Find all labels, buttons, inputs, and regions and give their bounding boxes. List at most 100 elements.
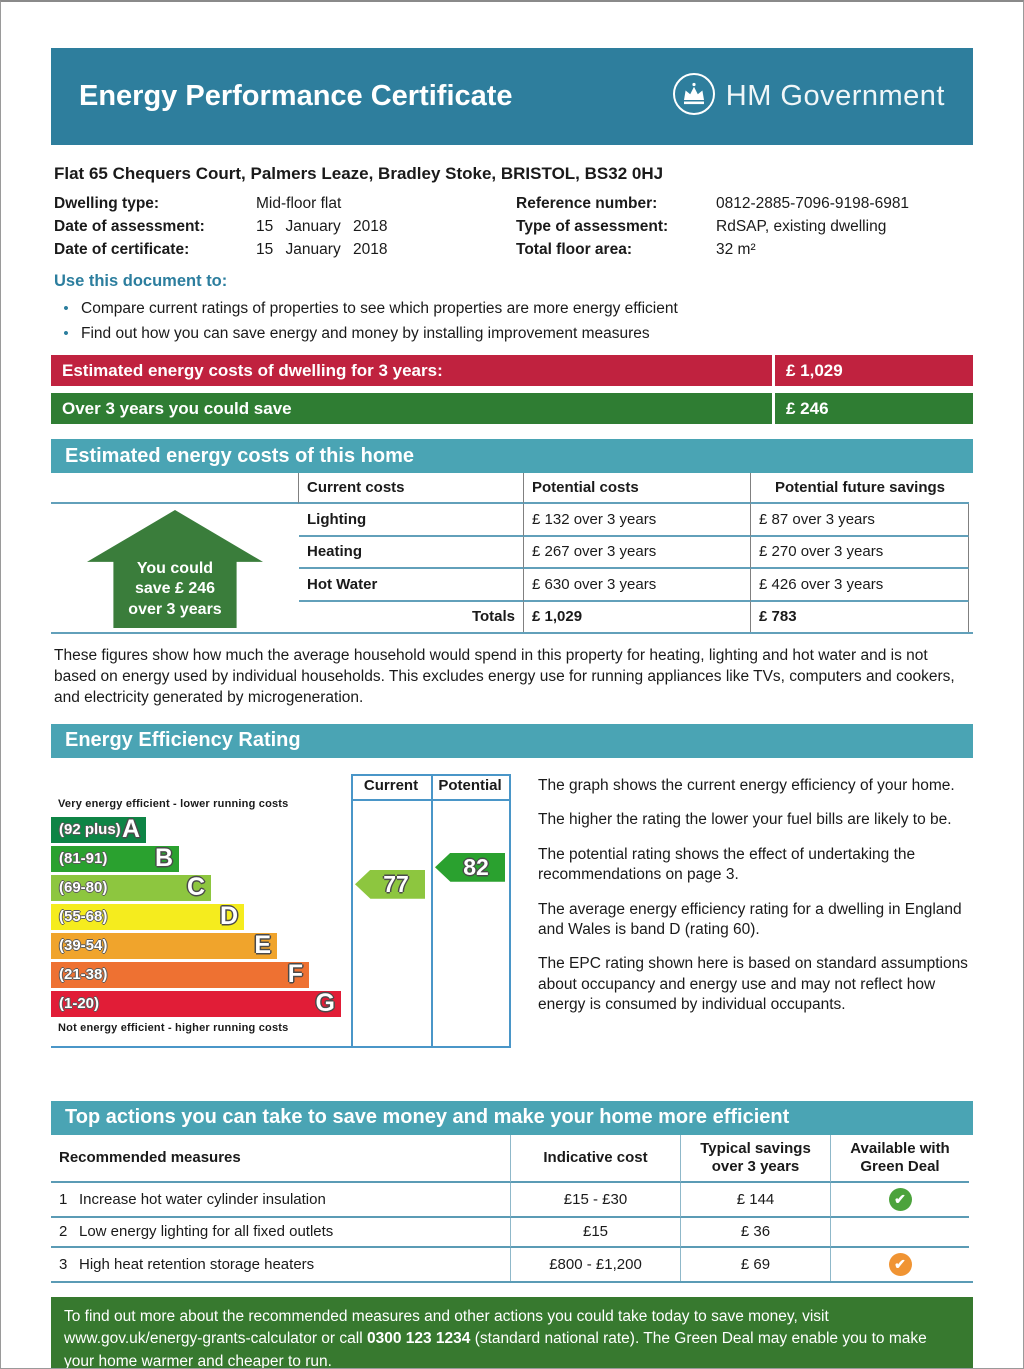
detail-value: RdSAP, existing dwelling — [716, 218, 887, 235]
savings-house-line: You could — [136, 559, 214, 577]
savings-house-arrow: You could save £ 246 over 3 years — [87, 510, 263, 628]
band-d: (55-68) D — [51, 902, 244, 931]
band-range: (92 plus) — [59, 821, 121, 839]
chart-column-line — [431, 773, 433, 1046]
details-right-column: Reference number: 0812-2885-7096-9198-69… — [516, 195, 909, 259]
header-banner: Energy Performance Certificate HM Govern… — [51, 48, 973, 145]
actions-header-green-deal: Available with Green Deal — [831, 1135, 969, 1183]
footer-text: (standard national rate). The Green Deal… — [64, 1330, 927, 1369]
actions-header-savings: Typical savings over 3 years — [681, 1134, 831, 1183]
action-row-number: 1 — [59, 1190, 68, 1208]
hm-government-logo: HM Government — [671, 71, 945, 122]
bullet-text: Compare current ratings of properties to… — [81, 300, 678, 317]
detail-reference-number: Reference number: 0812-2885-7096-9198-69… — [516, 195, 909, 213]
action-row-savings: £ 144 — [681, 1182, 831, 1218]
band-range: (39-54) — [59, 937, 108, 955]
detail-label: Reference number: — [516, 195, 658, 212]
costs-totals-label: Totals — [299, 601, 524, 632]
actions-header-cost: Indicative cost — [511, 1134, 681, 1183]
costs-section-banner: Estimated energy costs of this home — [51, 439, 973, 473]
orange-check-icon: ✔ — [888, 1252, 912, 1276]
band-range: (55-68) — [59, 908, 108, 926]
current-rating-arrow: 77 — [355, 869, 425, 899]
bullet-icon: • — [63, 325, 69, 342]
action-row-number: 3 — [59, 1255, 68, 1273]
band-g: (1-20) G — [51, 989, 341, 1018]
chart-frame-line — [351, 798, 511, 801]
energy-rating-chart: Current Potential Very energy efficient … — [51, 773, 511, 1052]
action-measure-text: Increase hot water cylinder insulation — [79, 1190, 326, 1208]
bullet-item: • Find out how you can save energy and m… — [51, 325, 973, 343]
action-measure-text: High heat retention storage heaters — [79, 1255, 315, 1273]
action-row-cost: £15 — [511, 1217, 681, 1248]
band-b: (81-91) B — [51, 845, 179, 872]
actions-header-measures: Recommended measures — [51, 1134, 511, 1183]
costs-row-heating-label: Heating — [299, 536, 524, 569]
costs-header-potential: Potential costs — [524, 473, 751, 504]
top-actions-banner: Top actions you can take to save money a… — [51, 1100, 973, 1135]
details-left-column: Dwelling type: Mid-floor flat Date of as… — [54, 195, 516, 259]
action-row-savings: £ 36 — [681, 1217, 831, 1248]
savings-house-text: You could save £ 246 over 3 years — [87, 559, 263, 628]
banner-value: £ 1,029 — [775, 355, 973, 386]
detail-label: Type of assessment: — [516, 218, 669, 235]
action-measure-text: Low energy lighting for all fixed outlet… — [79, 1223, 334, 1241]
chart-column-line — [509, 773, 511, 1046]
use-document-bullets: • Compare current ratings of properties … — [51, 300, 973, 343]
band-letter: F — [287, 960, 303, 989]
eer-paragraph: The graph shows the current energy effic… — [538, 776, 955, 794]
action-row-green-deal: ✔ — [831, 1248, 969, 1281]
band-letter: G — [315, 989, 335, 1018]
action-row-cost: £800 - £1,200 — [511, 1247, 681, 1281]
chart-column-line — [351, 773, 353, 1046]
banner-value: £ 246 — [775, 393, 973, 424]
detail-value: 32 m² — [716, 241, 756, 258]
costs-row-lighting-label: Lighting — [299, 504, 524, 537]
chart-frame-line — [351, 773, 511, 776]
costs-row-lighting-potential: £ 87 over 3 years — [751, 504, 969, 537]
band-range: (81-91) — [59, 850, 108, 868]
eer-content: Current Potential Very energy efficient … — [51, 773, 973, 1052]
detail-label: Date of assessment: — [54, 218, 205, 235]
document-title: Energy Performance Certificate — [79, 80, 513, 112]
detail-value: 15 January 2018 — [256, 218, 388, 235]
costs-header-savings: Potential future savings — [751, 473, 969, 504]
detail-label: Date of certificate: — [54, 241, 190, 258]
footer-info-box: To find out more about the recommended m… — [51, 1296, 973, 1369]
potential-rating-arrow: 82 — [435, 852, 505, 882]
band-range: (69-80) — [59, 879, 108, 897]
savings-house-cell: You could save £ 246 over 3 years — [51, 504, 299, 632]
bullet-item: • Compare current ratings of properties … — [51, 300, 973, 318]
band-a: (92 plus) A — [51, 816, 146, 843]
bullet-text: Find out how you can save energy and mon… — [81, 325, 650, 342]
banner-label: Over 3 years you could save — [51, 393, 772, 424]
rating-bands: Very energy efficient - lower running co… — [51, 798, 351, 1034]
detail-label: Total floor area: — [516, 241, 632, 258]
costs-row-heating-current: £ 267 over 3 years — [524, 536, 751, 569]
costs-row-lighting-current: £ 132 over 3 years — [524, 504, 751, 537]
property-details: Dwelling type: Mid-floor flat Date of as… — [51, 195, 973, 259]
costs-totals-potential: £ 783 — [751, 601, 969, 632]
costs-row-hotwater-label: Hot Water — [299, 569, 524, 602]
band-range: (1-20) — [59, 995, 100, 1013]
detail-label: Dwelling type: — [54, 195, 160, 212]
band-letter: C — [186, 873, 205, 902]
eer-paragraph: The potential rating shows the effect of… — [538, 845, 916, 884]
bullet-icon: • — [63, 300, 69, 317]
eer-section-banner: Energy Efficiency Rating — [51, 723, 973, 758]
band-letter: D — [219, 902, 238, 931]
eer-paragraph: The average energy efficiency rating for… — [538, 900, 962, 939]
very-efficient-label: Very energy efficient - lower running co… — [58, 797, 289, 810]
action-row-number: 2 — [59, 1223, 68, 1241]
costs-table: Current costs Potential costs Potential … — [51, 473, 973, 634]
savings-house-line: over 3 years — [128, 601, 222, 619]
action-row-measure: 1 Increase hot water cylinder insulation — [51, 1182, 511, 1218]
savings-banner: Over 3 years you could save £ 246 — [51, 393, 973, 424]
action-row-cost: £15 - £30 — [511, 1182, 681, 1218]
costs-header-current: Current costs — [299, 473, 524, 504]
detail-type-of-assessment: Type of assessment: RdSAP, existing dwel… — [516, 218, 909, 236]
banner-label: Estimated energy costs of dwelling for 3… — [51, 355, 772, 386]
costs-totals-current: £ 1,029 — [524, 601, 751, 632]
property-address: Flat 65 Chequers Court, Palmers Leaze, B… — [54, 164, 664, 183]
